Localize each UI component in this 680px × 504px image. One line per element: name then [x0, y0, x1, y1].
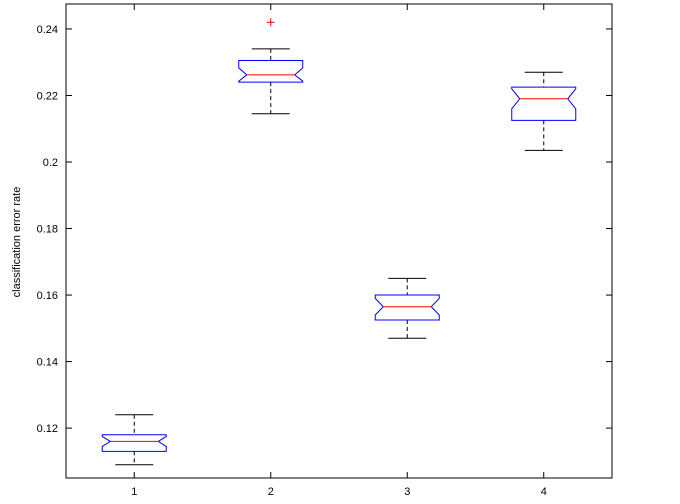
notched-box	[101, 434, 167, 452]
y-tick-label: 0.22	[37, 90, 58, 102]
y-tick-label: 0.24	[37, 24, 58, 36]
box-group-4	[511, 71, 577, 151]
box-group-1	[101, 414, 167, 466]
notched-box	[374, 294, 440, 321]
axes: 0.12 0.14 0.16 0.18 0.2 0.22 0.24 1 2 3 4	[37, 3, 613, 498]
y-tick-label: 0.18	[37, 224, 58, 236]
outlier-marker	[266, 18, 275, 27]
box-group-3	[374, 277, 440, 339]
y-tick-label: 0.12	[37, 423, 58, 435]
box-group-2	[238, 18, 304, 115]
plot-area	[101, 18, 577, 466]
notched-box	[511, 86, 577, 121]
notched-box	[238, 60, 304, 83]
x-tick-label: 2	[268, 486, 274, 498]
x-tick-label: 1	[131, 486, 137, 498]
y-tick-label: 0.2	[43, 157, 58, 169]
y-axis-label: classification error rate	[11, 187, 23, 298]
x-tick-label: 4	[541, 486, 547, 498]
y-tick-label: 0.16	[37, 290, 58, 302]
y-tick-label: 0.14	[37, 357, 58, 369]
plot-frame	[65, 3, 613, 479]
x-tick-label: 3	[404, 486, 410, 498]
